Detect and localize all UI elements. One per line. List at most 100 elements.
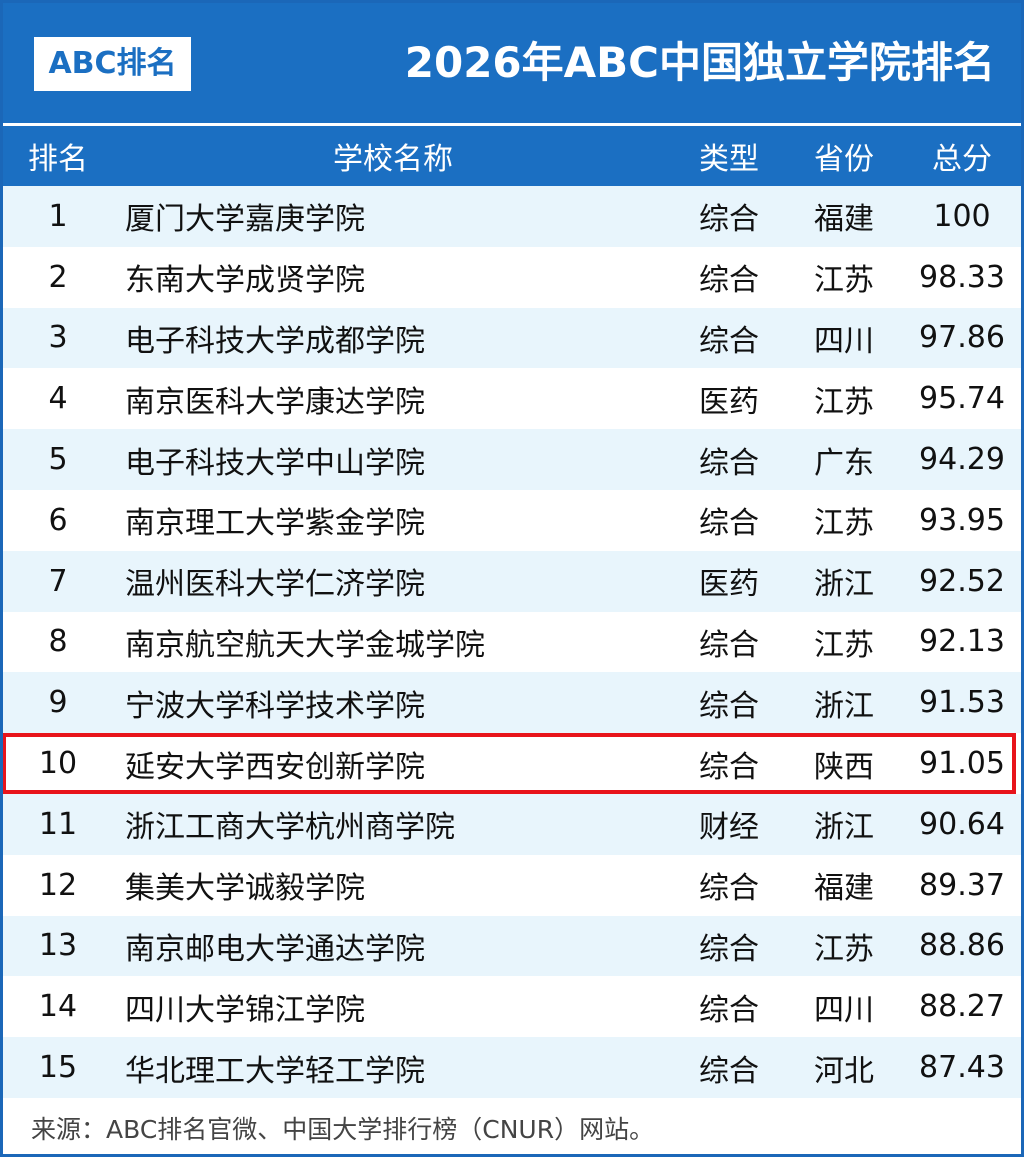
cell-rank: 13	[38, 928, 78, 964]
table-row: 1 厦门大学嘉庚学院 综合 福建 100	[3, 186, 1021, 247]
cell-rank: 12	[38, 867, 78, 903]
cell-type: 综合	[699, 1053, 759, 1089]
cell-score: 94.29	[919, 442, 1005, 478]
cell-rank: 4	[48, 381, 68, 417]
source-note: 来源：ABC排名官微、中国大学排行榜（CNUR）网站。	[31, 1114, 655, 1144]
table-row: 14 四川大学锦江学院 综合 四川 88.27	[3, 976, 1021, 1038]
cell-score: 92.13	[919, 624, 1005, 660]
cell-name: 南京医科大学康达学院	[125, 384, 425, 420]
cell-rank: 2	[48, 259, 68, 295]
cell-score: 98.33	[919, 259, 1005, 295]
cell-name: 东南大学成贤学院	[125, 263, 365, 299]
cell-province: 河北	[814, 1053, 874, 1089]
cell-score: 100	[933, 198, 991, 234]
table-row: 11 浙江工商大学杭州商学院 财经 浙江 90.64	[3, 793, 1021, 855]
cell-rank: 7	[48, 563, 68, 599]
cell-score: 97.86	[919, 320, 1005, 356]
table-row: 8 南京航空航天大学金城学院 综合 江苏 92.13	[3, 611, 1021, 673]
cell-rank: 3	[48, 320, 68, 356]
cell-type: 医药	[699, 567, 759, 603]
cell-province: 福建	[814, 202, 874, 238]
cell-type: 综合	[699, 323, 759, 359]
table-row: 6 南京理工大学紫金学院 综合 江苏 93.95	[3, 489, 1021, 551]
cell-type: 综合	[699, 749, 759, 785]
table-row: 3 电子科技大学成都学院 综合 四川 97.86	[3, 307, 1021, 369]
cell-province: 江苏	[814, 506, 874, 542]
cell-type: 综合	[699, 871, 759, 907]
cell-type: 综合	[699, 992, 759, 1028]
cell-score: 95.74	[919, 381, 1005, 417]
header-province: 省份	[814, 142, 874, 177]
cell-rank: 10	[38, 746, 78, 782]
cell-rank: 8	[48, 624, 68, 660]
header-rank: 排名	[28, 142, 88, 177]
cell-type: 综合	[699, 931, 759, 967]
cell-province: 四川	[814, 992, 874, 1028]
cell-score: 88.27	[919, 989, 1005, 1025]
cell-score: 91.05	[919, 746, 1005, 782]
cell-type: 综合	[699, 445, 759, 481]
header-type: 类型	[699, 142, 759, 177]
cell-province: 浙江	[814, 810, 874, 846]
cell-rank: 6	[48, 502, 68, 538]
table-row: 4 南京医科大学康达学院 医药 江苏 95.74	[3, 368, 1021, 430]
cell-score: 87.43	[919, 1050, 1005, 1086]
cell-name: 四川大学锦江学院	[125, 992, 365, 1028]
page-title: 2026年ABC中国独立学院排名	[404, 38, 995, 87]
table-row: 2 东南大学成贤学院 综合 江苏 98.33	[3, 246, 1021, 308]
cell-type: 综合	[699, 506, 759, 542]
cell-rank: 15	[38, 1050, 78, 1086]
cell-name: 南京理工大学紫金学院	[125, 506, 425, 542]
cell-province: 江苏	[814, 627, 874, 663]
cell-score: 93.95	[919, 502, 1005, 538]
cell-score: 88.86	[919, 928, 1005, 964]
table-row: 9 宁波大学科学技术学院 综合 浙江 91.53	[3, 672, 1021, 734]
header-score: 总分	[932, 142, 992, 177]
cell-name: 电子科技大学中山学院	[125, 445, 425, 481]
cell-province: 陕西	[814, 749, 874, 785]
cell-name: 浙江工商大学杭州商学院	[125, 810, 455, 846]
table-row: 12 集美大学诚毅学院 综合 福建 89.37	[3, 854, 1021, 916]
table-row: 13 南京邮电大学通达学院 综合 江苏 88.86	[3, 915, 1021, 977]
cell-name: 华北理工大学轻工学院	[125, 1053, 425, 1089]
cell-score: 90.64	[919, 806, 1005, 842]
table-row: 15 华北理工大学轻工学院 综合 河北 87.43	[3, 1037, 1021, 1098]
cell-province: 江苏	[814, 931, 874, 967]
cell-name: 延安大学西安创新学院	[125, 749, 425, 785]
title-banner: ABC排名 2026年ABC中国独立学院排名	[3, 3, 1021, 123]
table-row: 5 电子科技大学中山学院 综合 广东 94.29	[3, 429, 1021, 490]
cell-name: 南京航空航天大学金城学院	[125, 627, 485, 663]
cell-province: 浙江	[814, 567, 874, 603]
cell-type: 综合	[699, 202, 759, 238]
cell-name: 温州医科大学仁济学院	[125, 567, 425, 603]
cell-name: 宁波大学科学技术学院	[125, 688, 425, 724]
cell-name: 南京邮电大学通达学院	[125, 931, 425, 967]
cell-province: 江苏	[814, 263, 874, 299]
abc-logo: ABC排名	[34, 37, 191, 91]
cell-type: 医药	[699, 384, 759, 420]
cell-name: 集美大学诚毅学院	[125, 871, 365, 907]
cell-rank: 11	[38, 806, 78, 842]
table-header: 排名 学校名称 类型 省份 总分	[3, 126, 1021, 186]
cell-name: 电子科技大学成都学院	[125, 323, 425, 359]
cell-type: 综合	[699, 263, 759, 299]
cell-rank: 1	[48, 198, 68, 234]
cell-rank: 9	[48, 685, 68, 721]
cell-score: 91.53	[919, 685, 1005, 721]
header-name: 学校名称	[333, 142, 453, 177]
cell-province: 广东	[814, 445, 874, 481]
cell-province: 福建	[814, 871, 874, 907]
cell-province: 四川	[814, 323, 874, 359]
table-row: 7 温州医科大学仁济学院 医药 浙江 92.52	[3, 550, 1021, 612]
cell-rank: 14	[38, 989, 78, 1025]
cell-name: 厦门大学嘉庚学院	[125, 202, 365, 238]
cell-score: 92.52	[919, 563, 1005, 599]
cell-score: 89.37	[919, 867, 1005, 903]
cell-rank: 5	[48, 442, 68, 478]
cell-province: 浙江	[814, 688, 874, 724]
cell-type: 综合	[699, 627, 759, 663]
cell-type: 财经	[699, 810, 759, 846]
cell-province: 江苏	[814, 384, 874, 420]
cell-type: 综合	[699, 688, 759, 724]
